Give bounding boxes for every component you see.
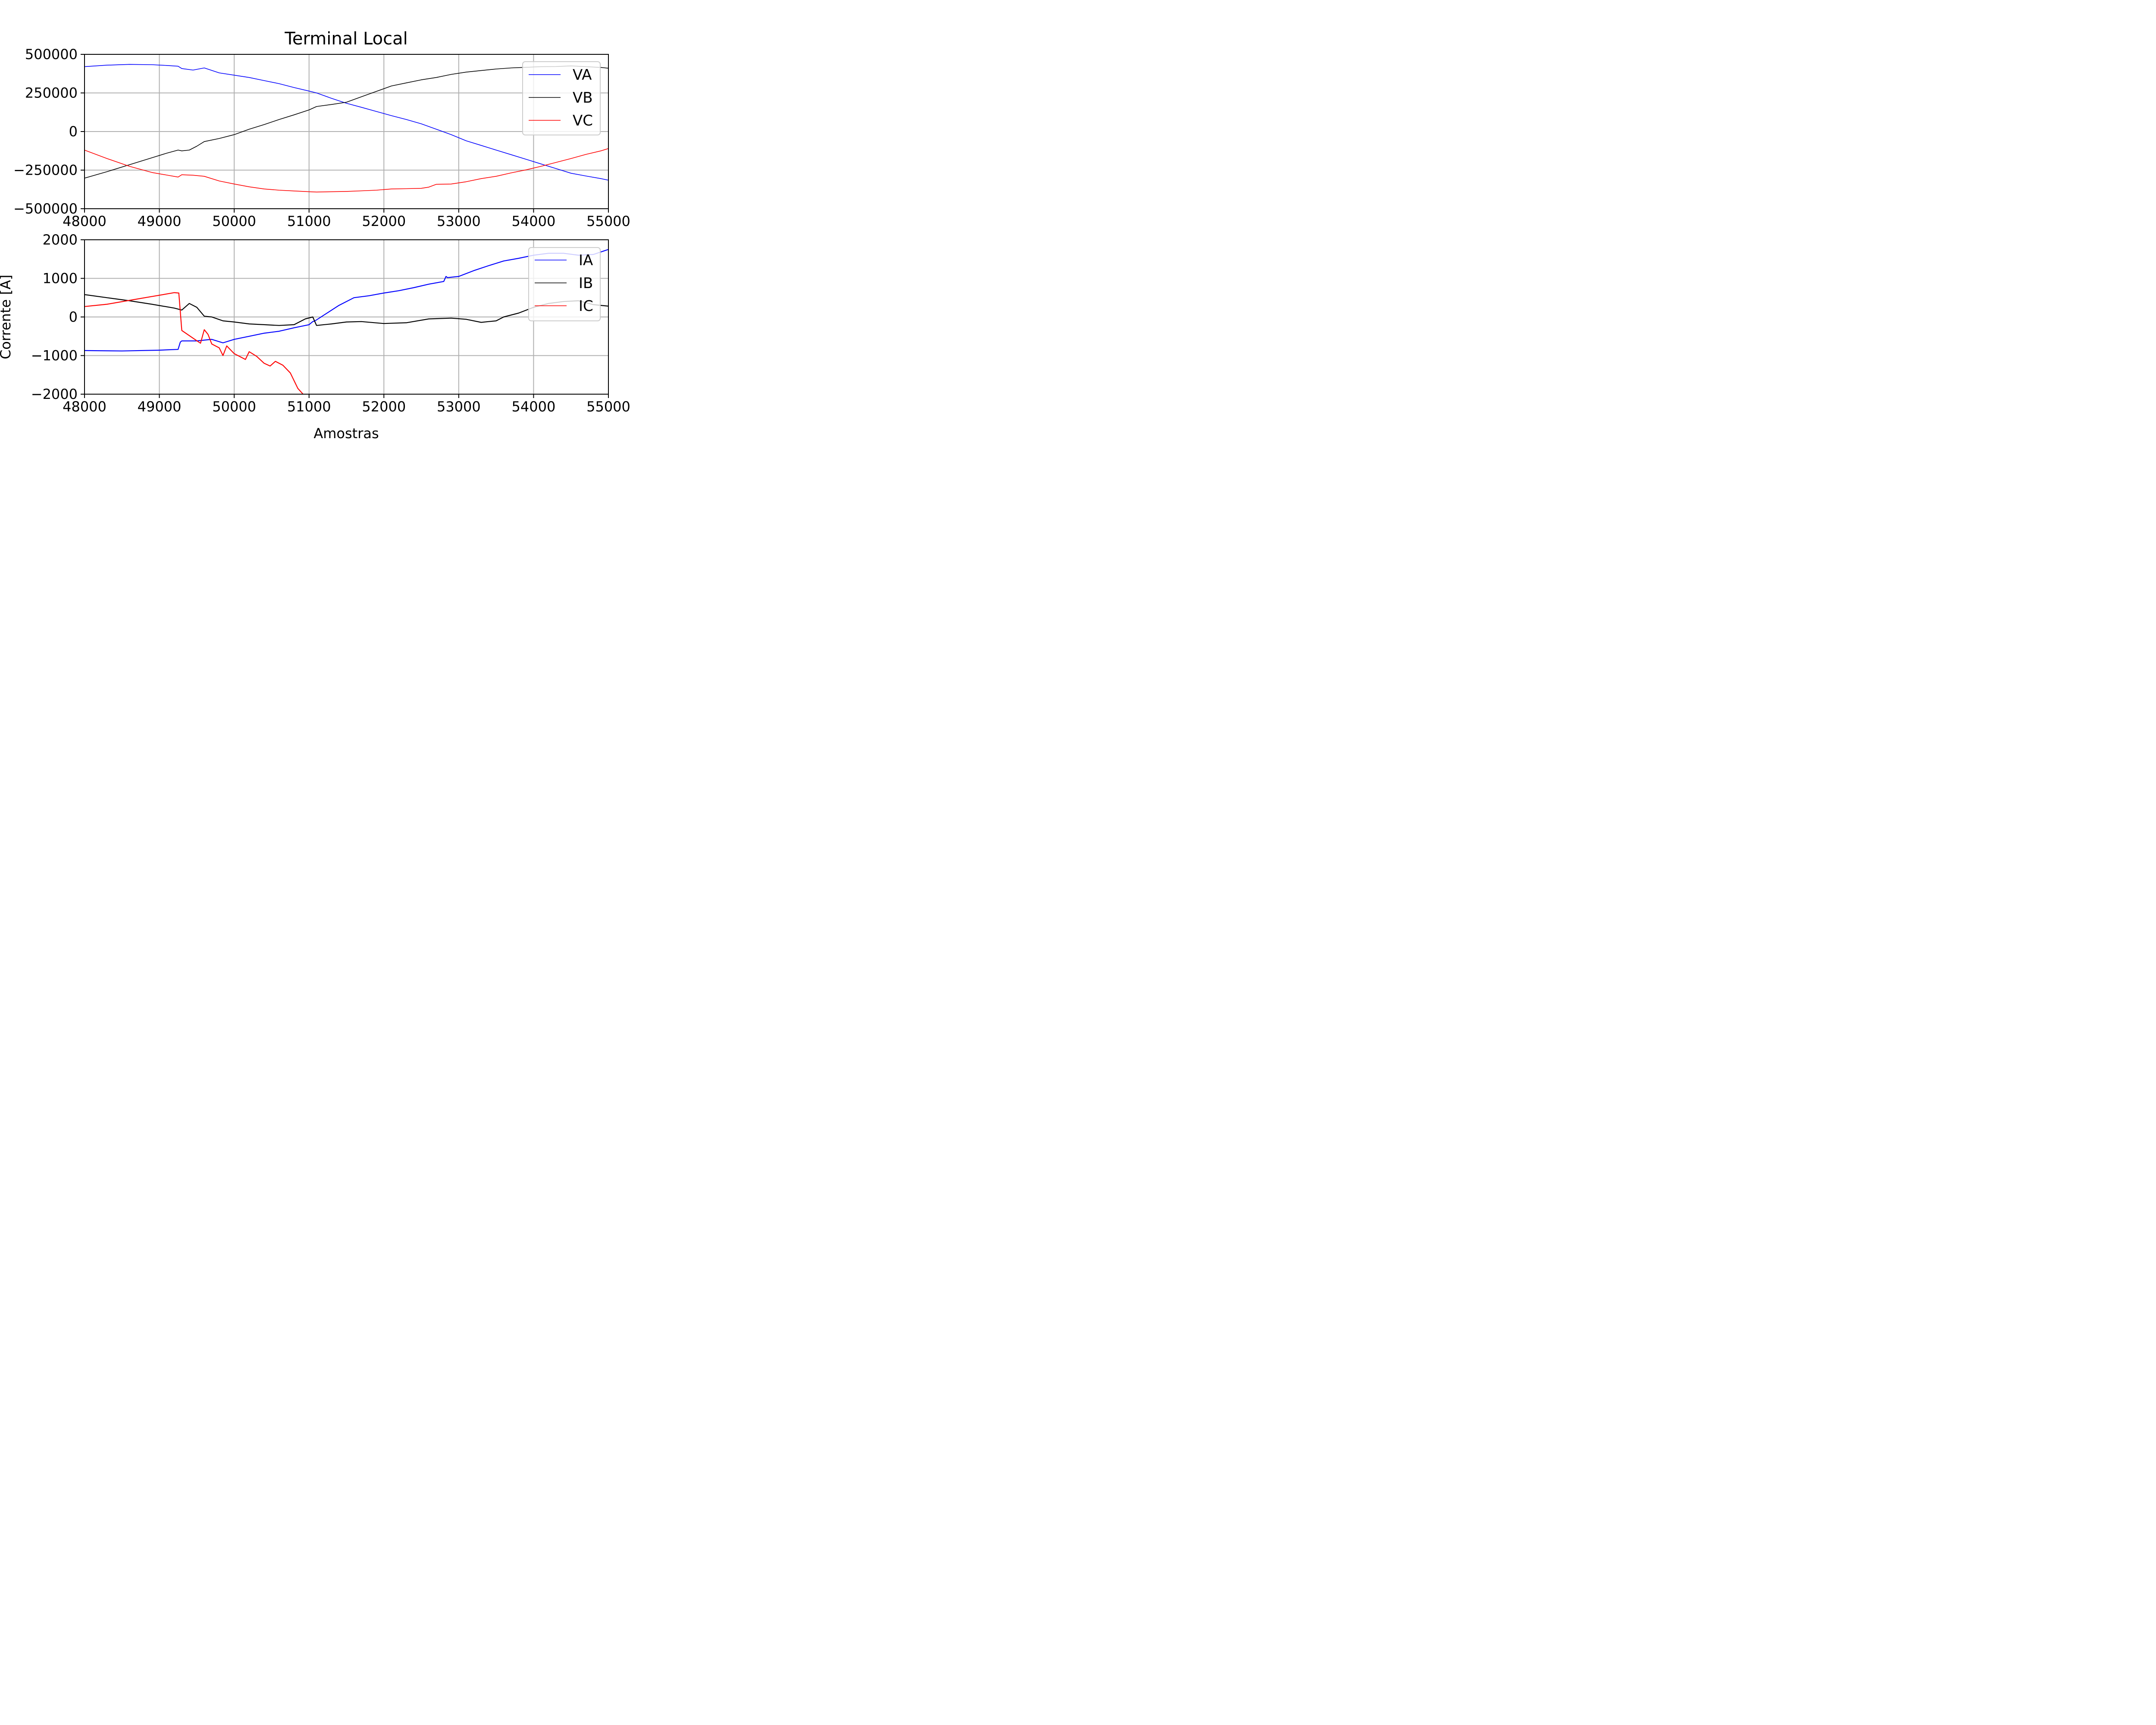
- voltage-x-tick-label: 51000: [287, 213, 331, 229]
- voltage-x-ticks: 48000 49000 50000 51000 52000 53000 54000 55000: [63, 209, 630, 229]
- current-x-tick-label: 51000: [287, 398, 331, 415]
- voltage-y-tick-label: −250000: [13, 162, 78, 179]
- current-x-tick-label: 55000: [586, 398, 630, 415]
- figure: Terminal Local 48000 49000 50000 51000 52000…: [0, 0, 667, 445]
- legend-label-ic: IC: [579, 298, 593, 315]
- current-series-lines: [85, 249, 608, 394]
- voltage-panel: Terminal Local 48000 49000 50000 51000 52000…: [13, 29, 630, 229]
- voltage-x-tick-label: 52000: [362, 213, 406, 229]
- voltage-x-tick-label: 50000: [212, 213, 256, 229]
- voltage-y-ticks: −500000 −250000 0 250000 500000: [13, 46, 85, 217]
- voltage-y-tick-label: 500000: [25, 46, 78, 63]
- voltage-x-tick-label: 49000: [138, 213, 182, 229]
- current-y-tick-label: −2000: [31, 386, 78, 402]
- series-line-va: [85, 64, 608, 181]
- voltage-x-tick-label: 53000: [437, 213, 481, 229]
- voltage-y-tick-label: 250000: [25, 85, 78, 101]
- current-x-ticks: 48000 49000 50000 51000 52000 53000 54000 55000: [63, 394, 630, 415]
- chart-title: Terminal Local: [284, 29, 407, 49]
- legend-label-va: VA: [573, 66, 592, 84]
- legend-label-ib: IB: [579, 275, 593, 292]
- series-line-vc: [85, 148, 608, 193]
- current-y-tick-label: 1000: [43, 270, 78, 287]
- current-x-tick-label: 50000: [212, 398, 256, 415]
- y-axis-label: Corrente [A]: [0, 275, 14, 359]
- voltage-x-tick-label: 55000: [586, 213, 630, 229]
- current-y-tick-label: 2000: [43, 232, 78, 248]
- current-y-tick-label: −1000: [31, 348, 78, 364]
- voltage-y-tick-label: −500000: [13, 201, 78, 217]
- current-x-tick-label: 52000: [362, 398, 406, 415]
- series-line-ib: [85, 294, 608, 326]
- legend-label-vc: VC: [573, 112, 593, 129]
- legend-label-ia: IA: [579, 252, 593, 269]
- current-y-tick-label: 0: [69, 309, 78, 325]
- x-axis-label: Amostras: [313, 425, 379, 442]
- voltage-x-tick-label: 48000: [63, 213, 107, 229]
- current-x-tick-label: 48000: [63, 398, 107, 415]
- current-x-tick-label: 53000: [437, 398, 481, 415]
- legend-label-vb: VB: [573, 89, 593, 107]
- voltage-y-tick-label: 0: [69, 123, 78, 140]
- voltage-legend-box: [522, 61, 601, 135]
- current-x-tick-label: 49000: [138, 398, 182, 415]
- voltage-legend: VA VB VC: [522, 61, 601, 135]
- current-x-tick-label: 54000: [512, 398, 556, 415]
- current-panel: 48000 49000 50000 51000 52000 53000 54000 55000…: [0, 232, 630, 442]
- series-line-ic: [85, 292, 304, 394]
- current-legend-box: [528, 247, 601, 321]
- current-legend: IA IB IC: [528, 247, 601, 321]
- current-y-ticks: −2000 −1000 0 1000 2000: [31, 232, 85, 402]
- voltage-x-tick-label: 54000: [512, 213, 556, 229]
